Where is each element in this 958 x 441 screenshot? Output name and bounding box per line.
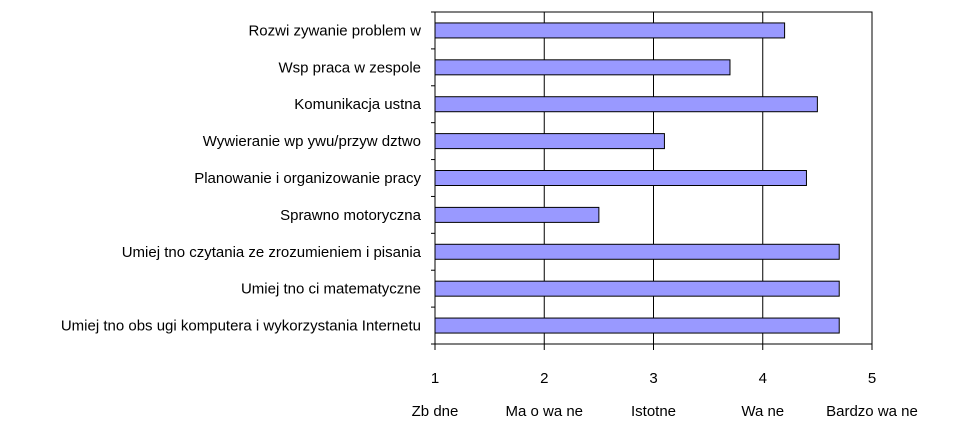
x-tick-label: 4 <box>759 370 767 387</box>
category-label: Umiej tno czytania ze zrozumieniem i pis… <box>122 244 422 261</box>
x-axis: 1 Zb dne 2 Ma o wa ne 3 Istotne 4 Wa ne 5 Bardzo … <box>412 343 918 420</box>
scale-label: Ma o wa ne <box>505 403 583 420</box>
bar <box>434 59 731 76</box>
category-label: Wsp praca w zespole <box>278 59 421 76</box>
category-label: Umiej tno ci matematyczne <box>241 281 421 298</box>
bar <box>434 317 840 334</box>
x-tick-label: 5 <box>868 370 876 387</box>
x-tick-label: 3 <box>649 370 657 387</box>
bar <box>434 243 840 260</box>
x-tick-label: 1 <box>431 370 439 387</box>
x-tick-label: 2 <box>540 370 548 387</box>
bar <box>434 170 807 186</box>
category-label: Planowanie i organizowanie pracy <box>194 170 421 187</box>
bar <box>434 206 600 223</box>
category-label: Umiej tno obs ugi komputera i wykorzysta… <box>61 318 421 335</box>
category-label: Komunikacja ustna <box>294 96 421 113</box>
category-label: Rozwi zywanie problem w <box>248 22 421 39</box>
category-label: Wywieranie wp ywu/przyw dztwo <box>203 133 421 150</box>
bar <box>434 96 818 113</box>
scale-label: Istotne <box>631 403 676 420</box>
bar <box>434 22 786 39</box>
category-label: Sprawno motoryczna <box>280 207 422 224</box>
scale-label: Bardzo wa ne <box>826 403 918 420</box>
bar <box>434 280 840 297</box>
category-labels: Rozwi zywanie problem w Wsp praca w zespo… <box>61 11 435 345</box>
bar <box>434 133 665 150</box>
scale-label: Zb dne <box>412 403 459 420</box>
bar-series <box>434 22 840 334</box>
scale-label: Wa ne <box>741 403 784 420</box>
